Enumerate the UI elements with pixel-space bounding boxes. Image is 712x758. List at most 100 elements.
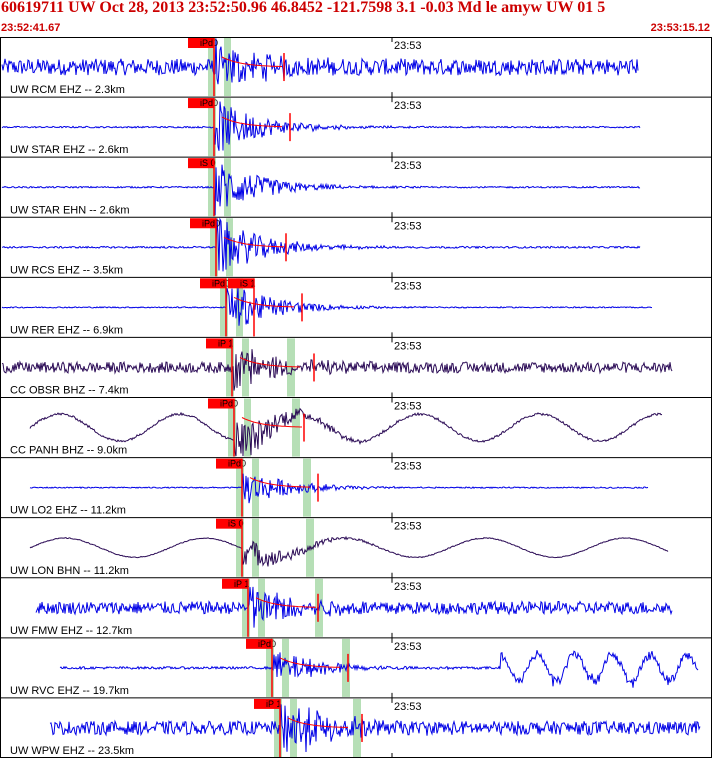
pick-label: iP 1 [234, 579, 249, 589]
coda-curve [239, 357, 301, 368]
pick-window [228, 398, 236, 457]
trace-row[interactable]: 23:53 iS 0 UW STAR EHN -- 2.6km [0, 156, 712, 218]
waveform [1, 286, 653, 326]
station-label: UW WPW EHZ -- 23.5km [10, 745, 134, 757]
pick-window [236, 278, 243, 337]
minute-tick-label: 23:53 [394, 100, 422, 112]
waveform [29, 473, 649, 504]
event-header: 60619711 UW Oct 28, 2013 23:52:50.96 46.… [0, 0, 712, 37]
pick-window [303, 458, 311, 517]
pick-label: iPd0 [220, 399, 238, 409]
window-end-time: 23:53:15.12 [650, 22, 710, 34]
event-title: 60619711 UW Oct 28, 2013 23:52:50.96 46.… [1, 0, 606, 16]
pick-label: iS 0 [200, 158, 216, 168]
pick-label-box[interactable] [200, 278, 226, 289]
pick-label: iS 1 [240, 278, 256, 288]
pick-label: iS 0 [228, 519, 244, 529]
pick-window [242, 338, 249, 397]
waveform [49, 704, 701, 753]
station-label: UW FMW EHZ -- 12.7km [10, 625, 132, 637]
minute-tick-label: 23:53 [394, 401, 422, 413]
station-label: UW LO2 EHZ -- 11.2km [10, 505, 126, 517]
waveform [1, 164, 641, 216]
waveform [29, 535, 669, 567]
coda-curve [287, 717, 349, 728]
minute-tick-label: 23:53 [394, 280, 422, 292]
pick-label-box[interactable] [216, 518, 242, 529]
pick-label-box[interactable] [188, 98, 214, 109]
pick-label: iPd0 [200, 98, 218, 108]
trace-row[interactable]: 23:53 iP 1 UW FMW EHZ -- 12.7km [0, 577, 712, 638]
pick-window [292, 398, 300, 457]
trace-row[interactable]: 23:53 iPd0 UW RCS EHZ -- 3.5km [0, 216, 712, 278]
station-label: CC OBSR BHZ -- 7.4km [10, 385, 129, 397]
coda-curve [233, 296, 295, 308]
minute-tick-label: 23:53 [394, 701, 422, 713]
coda-curve [249, 477, 310, 488]
pick-window [224, 38, 231, 97]
pick-window [224, 158, 231, 217]
trace-row[interactable]: 23:53 iPd0 iS 1 UW RER EHZ -- 6.9km [0, 276, 712, 338]
station-label: UW STAR EHZ -- 2.6km [10, 144, 128, 156]
window-start-time: 23:52:41.67 [1, 22, 61, 34]
pick-label: iPd0 [258, 639, 276, 649]
waveform [1, 101, 641, 151]
coda-curve [221, 56, 282, 67]
trace-row[interactable]: 23:53 iPd0 UW LO2 EHZ -- 11.2km [0, 457, 712, 518]
pick-window [266, 638, 274, 697]
pick-label: iP 1 [266, 699, 281, 709]
trace-row[interactable]: 23:53 iPd0 CC PANH BHZ -- 9.0km [0, 397, 712, 458]
waveform [1, 349, 673, 391]
minute-tick-label: 23:53 [394, 160, 422, 172]
minute-tick-label: 23:53 [394, 581, 422, 593]
pick-label-box[interactable] [206, 338, 232, 349]
waveform [35, 586, 673, 628]
coda-curve [223, 236, 285, 248]
seismogram-panel[interactable]: 23:53 iPd0 UW RCM EHZ -- 2.3km 23:53 iPd0 UW … [0, 37, 712, 758]
minute-tick-label: 23:53 [394, 220, 422, 232]
station-label: UW RCS EHZ -- 3.5km [10, 264, 123, 276]
trace-row[interactable]: 23:53 iPd0 UW RVC EHZ -- 19.7km [0, 637, 712, 698]
waveform [1, 38, 639, 85]
trace-row[interactable]: 23:53 iPd0 UW STAR EHZ -- 2.6km [0, 96, 712, 158]
pick-label-box[interactable] [208, 398, 234, 409]
coda-curve [241, 417, 302, 428]
station-label: UW RCM EHZ -- 2.3km [10, 84, 125, 96]
pick-label-box[interactable] [216, 458, 242, 469]
pick-label-box[interactable] [190, 218, 216, 229]
coda-curve [221, 116, 282, 128]
trace-row[interactable]: 23:53 iP 1 CC OBSR BHZ -- 7.4km [0, 336, 712, 398]
trace-row[interactable]: 23:53 iPd0 UW RCM EHZ -- 2.3km [1, 37, 639, 98]
pick-window [290, 698, 297, 757]
minute-tick-label: 23:53 [394, 521, 422, 533]
pick-label: iPd0 [212, 278, 230, 288]
pick-label-box[interactable] [222, 578, 248, 589]
station-label: UW RER EHZ -- 6.9km [10, 324, 123, 336]
waveform [59, 650, 699, 688]
minute-tick-label: 23:53 [394, 461, 422, 473]
pick-label: iPd0 [200, 38, 218, 48]
pick-window [274, 698, 282, 757]
pick-label-box[interactable] [254, 698, 280, 709]
pick-window [208, 38, 216, 97]
minute-tick-label: 23:53 [394, 40, 422, 52]
coda-curve [255, 597, 317, 608]
pick-label: iP 1 [218, 338, 233, 348]
pick-label-box[interactable] [188, 158, 214, 169]
station-label: UW RVC EHZ -- 19.7km [10, 685, 129, 697]
minute-tick-label: 23:53 [394, 340, 422, 352]
waveform [1, 217, 641, 272]
trace-row[interactable]: 23:53 iS 0 UW LON BHN -- 11.2km [0, 517, 712, 578]
pick-label-box[interactable] [188, 38, 214, 48]
station-label: UW LON BHN -- 11.2km [10, 565, 129, 577]
pick-label-box[interactable] [228, 278, 254, 289]
pick-window [282, 638, 289, 697]
coda-curve [279, 657, 341, 668]
pick-label: iPd0 [228, 459, 246, 469]
pick-label-box[interactable] [246, 638, 272, 649]
pick-window [287, 338, 295, 397]
minute-tick-label: 23:53 [394, 641, 422, 653]
pick-label: iPd0 [202, 218, 220, 228]
trace-row[interactable]: 23:53 iP 1 UW WPW EHZ -- 23.5km [0, 697, 712, 758]
station-label: CC PANH BHZ -- 9.0km [10, 445, 127, 457]
